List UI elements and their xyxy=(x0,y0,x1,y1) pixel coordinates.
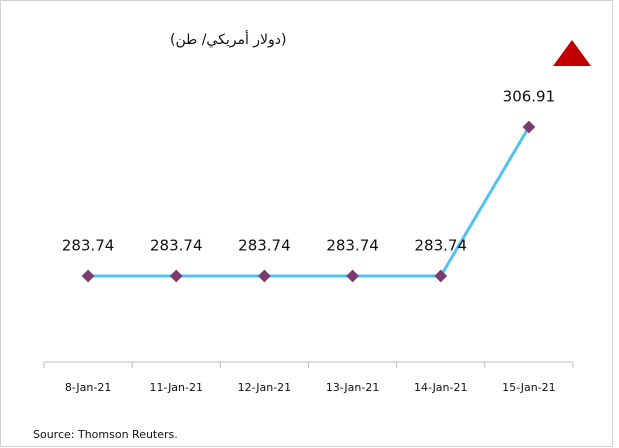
data-label: 283.74 xyxy=(150,237,203,255)
x-tick-label: 14-Jan-21 xyxy=(414,381,468,394)
marker xyxy=(169,269,183,283)
x-tick-label: 12-Jan-21 xyxy=(238,381,292,394)
chart-title: (دولار أمريكي/ طن) xyxy=(170,30,287,48)
x-tick-label: 15-Jan-21 xyxy=(502,381,556,394)
marker xyxy=(434,269,448,283)
marker xyxy=(346,269,359,283)
data-label: 283.74 xyxy=(62,237,115,255)
trend-icon xyxy=(553,40,591,66)
x-tick-label: 8-Jan-21 xyxy=(65,381,112,394)
data-label: 283.74 xyxy=(326,237,379,255)
data-label: 283.74 xyxy=(415,237,468,255)
x-tick-label: 11-Jan-21 xyxy=(149,381,203,394)
line xyxy=(88,126,531,278)
x-tick-label: 13-Jan-21 xyxy=(326,381,380,394)
marker xyxy=(81,269,95,283)
data-label: 306.91 xyxy=(503,88,556,106)
source: Source: Thomson Reuters. xyxy=(33,428,178,441)
data-label: 283.74 xyxy=(238,237,291,255)
marker xyxy=(258,269,271,283)
